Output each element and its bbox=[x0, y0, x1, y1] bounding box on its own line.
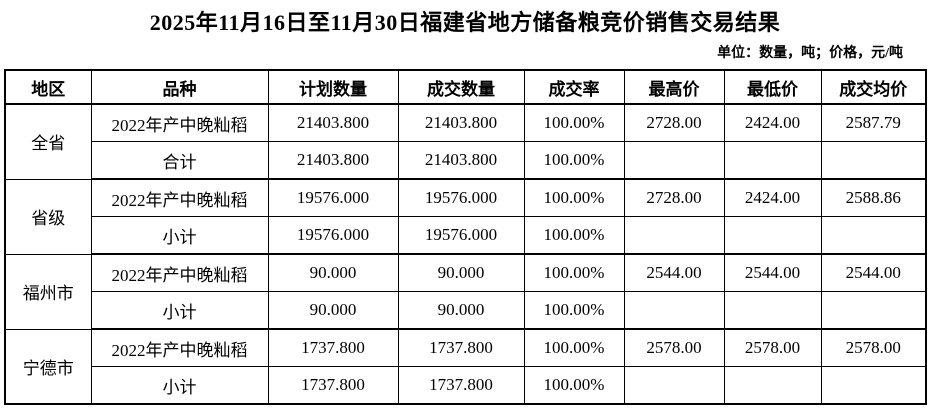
variety-cell: 小计 bbox=[90, 216, 269, 255]
unit-note: 单位：数量，吨；价格，元/吨 bbox=[717, 46, 903, 61]
col-header-deal-rate: 成交率 bbox=[523, 69, 625, 105]
variety-cell: 2022年产中晚籼稻 bbox=[90, 328, 269, 367]
table-row: 省级 2022年产中晚籼稻 19576.000 19576.000 100.00% 272… bbox=[4, 178, 927, 255]
col-header-region: 地区 bbox=[4, 69, 92, 105]
plan-qty-cell: 19576.000 bbox=[267, 178, 399, 217]
high-price-cell bbox=[623, 291, 725, 330]
low-price-cell: 2578.00 bbox=[723, 328, 822, 367]
high-price-cell bbox=[623, 216, 725, 255]
variety-cell: 2022年产中晚籼稻 bbox=[90, 253, 269, 292]
deal-rate-cell: 100.00% bbox=[523, 103, 625, 142]
high-price-cell: 2728.00 bbox=[623, 103, 725, 142]
table-row: 福州市 2022年产中晚籼稻 90.000 90.000 100.00% 2544.00 2… bbox=[4, 253, 927, 330]
col-header-plan-qty: 计划数量 bbox=[267, 69, 399, 105]
deal-rate-cell: 100.00% bbox=[523, 141, 625, 180]
deal-qty-cell: 1737.800 bbox=[397, 366, 525, 405]
table-body: 全省 2022年产中晚籼稻 21403.800 21403.800 100.00% 272… bbox=[4, 103, 927, 405]
plan-qty-cell: 21403.800 bbox=[267, 103, 399, 142]
table-row: 合计 21403.800 21403.800 100.00% bbox=[5, 141, 927, 180]
avg-price-cell bbox=[820, 366, 927, 405]
deal-qty-cell: 90.000 bbox=[397, 253, 525, 292]
avg-price-cell bbox=[820, 216, 927, 255]
variety-cell: 小计 bbox=[90, 291, 269, 330]
variety-cell: 小计 bbox=[90, 366, 269, 405]
high-price-cell bbox=[623, 141, 725, 180]
col-header-avg-price: 成交均价 bbox=[820, 69, 927, 105]
plan-qty-cell: 90.000 bbox=[267, 253, 399, 292]
col-header-variety: 品种 bbox=[90, 69, 269, 105]
deal-rate-cell: 100.00% bbox=[523, 366, 625, 405]
high-price-cell: 2578.00 bbox=[623, 328, 725, 367]
col-header-deal-qty: 成交数量 bbox=[397, 69, 525, 105]
deal-qty-cell: 90.000 bbox=[397, 291, 525, 330]
high-price-cell bbox=[623, 366, 725, 405]
low-price-cell bbox=[723, 366, 822, 405]
plan-qty-cell: 21403.800 bbox=[267, 141, 399, 180]
region-cell: 福州市 bbox=[4, 253, 92, 330]
low-price-cell: 2424.00 bbox=[723, 103, 822, 142]
high-price-cell: 2544.00 bbox=[623, 253, 725, 292]
table-row: 宁德市 2022年产中晚籼稻 1737.800 1737.800 100.00% 2578… bbox=[4, 328, 927, 405]
avg-price-cell: 2578.00 bbox=[820, 328, 927, 367]
table-row: 小计 1737.800 1737.800 100.00% bbox=[5, 366, 927, 405]
table-row: 小计 90.000 90.000 100.00% bbox=[5, 291, 927, 330]
plan-qty-cell: 90.000 bbox=[267, 291, 399, 330]
low-price-cell bbox=[723, 141, 822, 180]
plan-qty-cell: 1737.800 bbox=[267, 328, 399, 367]
deal-rate-cell: 100.00% bbox=[523, 253, 625, 292]
low-price-cell bbox=[723, 216, 822, 255]
variety-cell: 2022年产中晚籼稻 bbox=[90, 103, 269, 142]
deal-rate-cell: 100.00% bbox=[523, 216, 625, 255]
deal-rate-cell: 100.00% bbox=[523, 178, 625, 217]
deal-rate-cell: 100.00% bbox=[523, 291, 625, 330]
avg-price-cell bbox=[820, 141, 927, 180]
header-row: 地区 品种 计划数量 成交数量 成交率 最高价 最低价 成交均价 bbox=[4, 69, 927, 105]
col-header-low-price: 最低价 bbox=[723, 69, 822, 105]
low-price-cell bbox=[723, 291, 822, 330]
high-price-cell: 2728.00 bbox=[623, 178, 725, 217]
deal-qty-cell: 21403.800 bbox=[397, 103, 525, 142]
plan-qty-cell: 19576.000 bbox=[267, 216, 399, 255]
table-row: 全省 2022年产中晚籼稻 21403.800 21403.800 100.00% 272… bbox=[4, 103, 927, 180]
avg-price-cell: 2587.79 bbox=[820, 103, 927, 142]
deal-qty-cell: 21403.800 bbox=[397, 141, 525, 180]
plan-qty-cell: 1737.800 bbox=[267, 366, 399, 405]
low-price-cell: 2424.00 bbox=[723, 178, 822, 217]
region-cell: 全省 bbox=[4, 103, 92, 180]
region-cell: 宁德市 bbox=[4, 328, 92, 405]
avg-price-cell: 2588.86 bbox=[820, 178, 927, 217]
low-price-cell: 2544.00 bbox=[723, 253, 822, 292]
col-header-high-price: 最高价 bbox=[623, 69, 725, 105]
avg-price-cell bbox=[820, 291, 927, 330]
variety-cell: 2022年产中晚籼稻 bbox=[90, 178, 269, 217]
deal-qty-cell: 1737.800 bbox=[397, 328, 525, 367]
deal-qty-cell: 19576.000 bbox=[397, 216, 525, 255]
results-table: 地区 品种 计划数量 成交数量 成交率 最高价 最低价 成交均价 全省 2022年… bbox=[4, 69, 927, 405]
table-header: 地区 品种 计划数量 成交数量 成交率 最高价 最低价 成交均价 bbox=[4, 69, 927, 105]
page-title: 2025年11月16日至11月30日福建省地方储备粮竞价销售交易结果 bbox=[149, 10, 781, 35]
avg-price-cell: 2544.00 bbox=[820, 253, 927, 292]
table-row: 小计 19576.000 19576.000 100.00% bbox=[5, 216, 927, 255]
variety-cell: 合计 bbox=[90, 141, 269, 180]
deal-rate-cell: 100.00% bbox=[523, 328, 625, 367]
region-cell: 省级 bbox=[4, 178, 92, 255]
deal-qty-cell: 19576.000 bbox=[397, 178, 525, 217]
